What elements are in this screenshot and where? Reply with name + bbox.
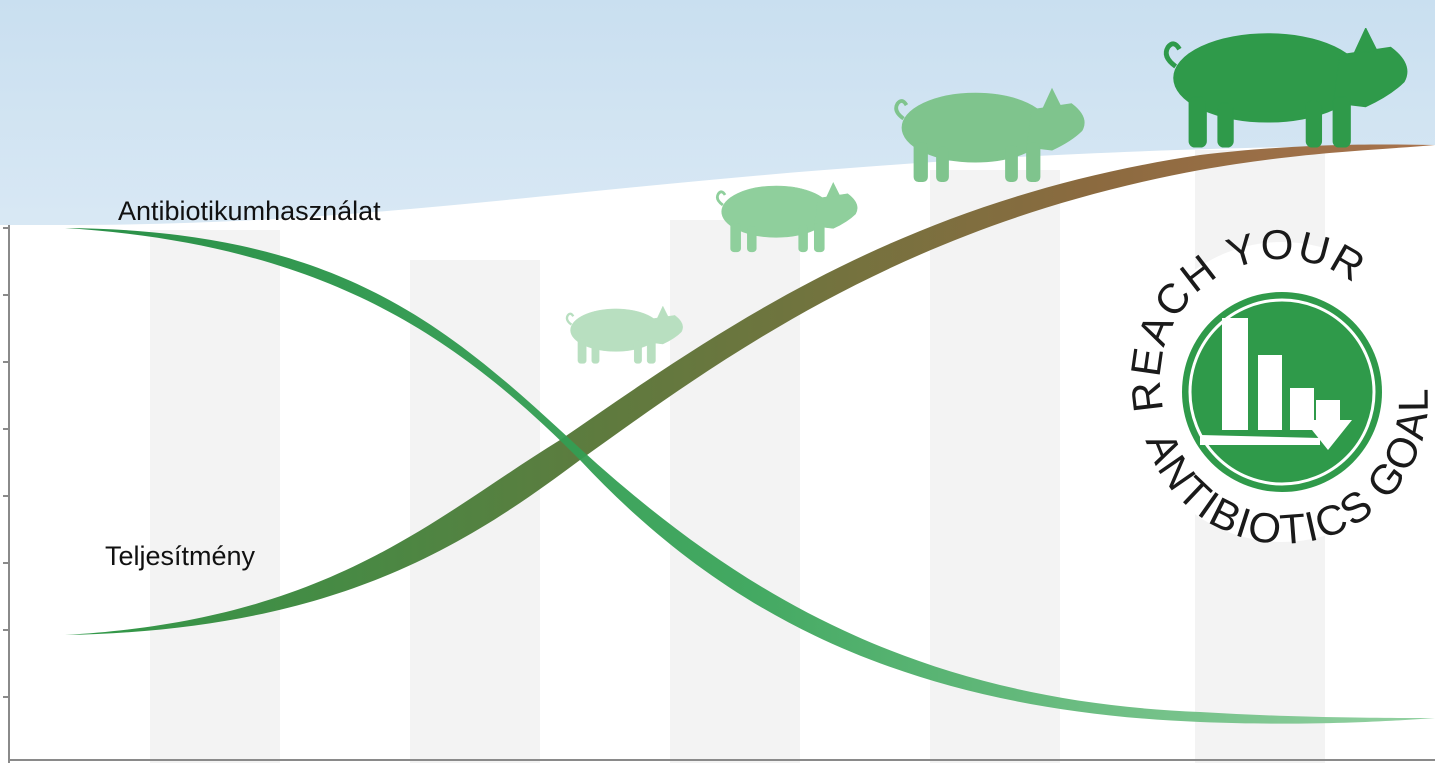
axis — [3, 225, 1435, 763]
performance-label: Teljesítmény — [105, 541, 256, 571]
antibiotic-label: Antibiotikumhasználat — [118, 196, 381, 226]
badge-icon — [1200, 318, 1352, 450]
badge: REACH YOUR ANTIBIOTICS GOAL — [1121, 221, 1434, 554]
badge-inner-ring — [1188, 298, 1376, 486]
